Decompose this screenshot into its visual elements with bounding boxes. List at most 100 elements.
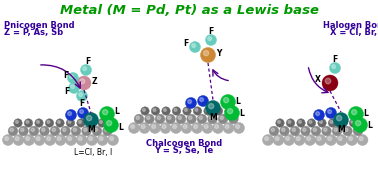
Text: X = Cl, Br, I: X = Cl, Br, I [330, 29, 378, 38]
Circle shape [197, 114, 207, 124]
Circle shape [57, 120, 60, 123]
Circle shape [194, 125, 198, 129]
Circle shape [66, 119, 75, 127]
Circle shape [65, 134, 76, 145]
Circle shape [170, 122, 181, 134]
Circle shape [157, 116, 161, 120]
Circle shape [206, 101, 220, 116]
Circle shape [215, 125, 218, 129]
Circle shape [195, 108, 198, 111]
Circle shape [343, 126, 352, 136]
Circle shape [102, 110, 108, 115]
Circle shape [290, 126, 300, 136]
Circle shape [229, 114, 238, 124]
Circle shape [181, 122, 192, 134]
Circle shape [236, 125, 240, 129]
Circle shape [228, 108, 233, 114]
Circle shape [345, 128, 348, 131]
Circle shape [220, 116, 223, 120]
Circle shape [316, 112, 319, 116]
Circle shape [210, 116, 213, 120]
Text: Metal (M = Pd, Pt) as a Lewis base: Metal (M = Pd, Pt) as a Lewis base [59, 4, 319, 17]
Circle shape [203, 51, 209, 56]
Circle shape [34, 134, 45, 145]
Circle shape [61, 126, 70, 136]
Circle shape [349, 119, 358, 127]
Circle shape [333, 112, 349, 128]
Circle shape [63, 128, 66, 131]
Circle shape [5, 137, 9, 140]
Circle shape [309, 120, 312, 123]
Circle shape [262, 134, 274, 145]
Circle shape [269, 126, 279, 136]
Text: Z: Z [91, 76, 97, 85]
Circle shape [301, 126, 310, 136]
Circle shape [145, 114, 154, 124]
Circle shape [359, 137, 363, 140]
Text: F: F [208, 26, 214, 35]
Circle shape [200, 48, 215, 62]
Circle shape [313, 128, 316, 131]
Circle shape [82, 126, 91, 136]
Circle shape [336, 134, 347, 145]
Circle shape [3, 134, 14, 145]
Circle shape [202, 122, 213, 134]
Circle shape [47, 120, 50, 123]
Text: M: M [209, 113, 217, 122]
Circle shape [352, 110, 357, 115]
Circle shape [23, 134, 34, 145]
Circle shape [99, 120, 102, 123]
Circle shape [330, 120, 333, 123]
Circle shape [14, 119, 22, 127]
Circle shape [89, 137, 93, 140]
Circle shape [220, 94, 235, 110]
Text: X: X [315, 75, 321, 84]
Circle shape [322, 126, 331, 136]
Circle shape [307, 119, 316, 127]
Circle shape [147, 116, 150, 120]
Circle shape [10, 128, 14, 131]
Circle shape [325, 107, 336, 119]
Circle shape [150, 122, 161, 134]
Circle shape [84, 112, 99, 128]
Text: F: F [79, 99, 85, 108]
Circle shape [186, 98, 197, 108]
Circle shape [223, 122, 234, 134]
Circle shape [105, 128, 108, 131]
Circle shape [104, 117, 118, 133]
Circle shape [209, 103, 214, 109]
Circle shape [21, 128, 24, 131]
Circle shape [71, 126, 81, 136]
Circle shape [87, 119, 96, 127]
Circle shape [204, 125, 208, 129]
Text: L: L [115, 107, 119, 116]
Circle shape [286, 137, 290, 140]
Circle shape [355, 128, 358, 131]
Circle shape [325, 78, 331, 84]
Circle shape [225, 107, 233, 115]
Circle shape [183, 107, 191, 115]
Circle shape [188, 100, 192, 104]
Circle shape [208, 37, 212, 40]
Circle shape [315, 134, 326, 145]
Circle shape [56, 119, 64, 127]
Circle shape [341, 120, 344, 123]
Circle shape [225, 125, 229, 129]
Circle shape [98, 119, 106, 127]
Circle shape [71, 85, 74, 89]
Circle shape [328, 137, 332, 140]
Circle shape [73, 128, 76, 131]
Circle shape [299, 120, 301, 123]
Circle shape [288, 120, 291, 123]
Circle shape [276, 119, 284, 127]
Circle shape [76, 90, 87, 102]
Circle shape [151, 107, 160, 115]
Circle shape [76, 134, 87, 145]
Circle shape [162, 107, 170, 115]
Circle shape [332, 65, 336, 69]
Text: L: L [240, 110, 245, 119]
Text: Chalcogen Bond: Chalcogen Bond [146, 139, 222, 148]
Circle shape [78, 137, 82, 140]
Circle shape [339, 119, 347, 127]
Circle shape [153, 108, 156, 111]
